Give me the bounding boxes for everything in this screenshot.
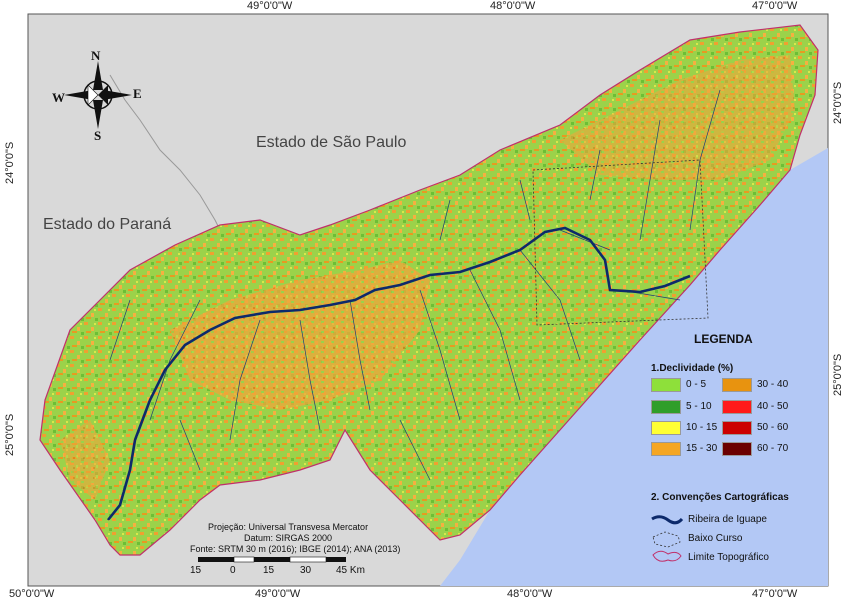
legend-swatch-0 — [651, 378, 681, 392]
state-border — [109, 74, 226, 241]
compass-rose — [64, 61, 132, 129]
legend-label-3: 15 - 30 — [686, 443, 718, 454]
legend-swatch-3 — [651, 442, 681, 456]
compass-n: N — [91, 48, 101, 63]
main-river — [106, 226, 691, 521]
coord-bottom-4: 47°0'0"W — [752, 588, 798, 600]
legend-lower-course-symbol — [652, 531, 681, 548]
legend-label-4: 30 - 40 — [757, 379, 789, 390]
legend-river-line — [651, 515, 684, 525]
legend-limit-label: Limite Topográfico — [688, 552, 769, 563]
legend-swatch-4 — [722, 378, 752, 392]
state-label-sp: Estado de São Paulo — [256, 134, 407, 151]
datum-text: Datum: SIRGAS 2000 — [243, 533, 333, 543]
slope-zone-a — [170, 260, 430, 410]
legend-swatch-2 — [651, 421, 681, 435]
legend-swatch-5 — [722, 400, 752, 414]
legend-swatch-1 — [651, 400, 681, 414]
tributaries — [109, 89, 721, 481]
legend-label-5: 40 - 50 — [757, 401, 789, 412]
legend-river-label: Ribeira de Iguape — [688, 514, 767, 525]
compass-w: W — [52, 90, 65, 105]
coord-top-2: 48°0'0"W — [490, 0, 536, 12]
legend-limit-symbol — [652, 550, 682, 562]
compass-e: E — [133, 86, 142, 101]
coord-top-3: 47°0'0"W — [752, 0, 798, 12]
coord-right-2: 25°0'0"S — [832, 353, 844, 396]
coord-top-1: 49°0'0"W — [247, 0, 293, 12]
projection-text: Projeção: Universal Transvesa Mercator — [208, 522, 369, 532]
legend-label-1: 5 - 10 — [686, 401, 712, 412]
legend-label-2: 10 - 15 — [686, 422, 718, 433]
coord-bottom-3: 48°0'0"W — [507, 588, 553, 600]
scale-label-0: 15 — [190, 565, 202, 576]
compass-s: S — [94, 128, 102, 143]
scale-label-2: 15 — [263, 565, 275, 576]
legend-section-2: 2. Convenções Cartográficas — [651, 492, 789, 503]
slope-zone-c — [60, 420, 110, 500]
scale-label-1: 0 — [230, 565, 236, 576]
state-label-pr: Estado do Paraná — [43, 216, 172, 233]
legend-label-7: 60 - 70 — [757, 443, 789, 454]
legend-section-1: 1.Declividade (%) — [651, 363, 734, 374]
coord-right-1: 24°0'0"S — [832, 81, 844, 124]
coord-left-2: 25°0'0"S — [4, 413, 16, 456]
legend-label-6: 50 - 60 — [757, 422, 789, 433]
scale-label-4: 45 Km — [336, 565, 365, 576]
legend-swatch-6 — [722, 421, 752, 435]
legend-lower-course-label: Baixo Curso — [688, 533, 743, 544]
legend-swatch-7 — [722, 442, 752, 456]
lower-course-outline — [532, 159, 709, 326]
legend-label-0: 0 - 5 — [686, 379, 707, 390]
scale-label-3: 30 — [300, 565, 312, 576]
scale-bar — [198, 556, 346, 563]
coord-bottom-1: 50°0'0"W — [9, 588, 55, 600]
coord-left-1: 24°0'0"S — [4, 141, 16, 184]
slope-zone-b — [560, 55, 795, 180]
legend-title: LEGENDA — [694, 332, 753, 346]
ocean-area — [440, 148, 828, 586]
source-text: Fonte: SRTM 30 m (2016); IBGE (2014); AN… — [190, 544, 401, 554]
coord-bottom-2: 49°0'0"W — [255, 588, 301, 600]
